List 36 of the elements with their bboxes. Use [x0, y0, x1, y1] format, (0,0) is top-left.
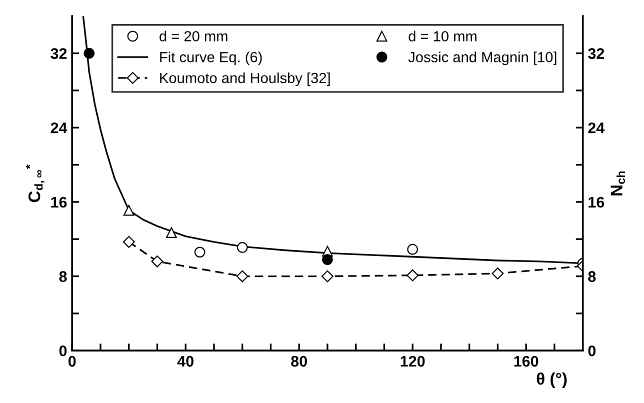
y2-tick-label: 8: [588, 271, 596, 282]
point: [122, 236, 135, 248]
point: [322, 270, 334, 282]
legend-label: d = 20 mm: [160, 30, 228, 42]
point: [407, 244, 418, 255]
x-tick-label: 40: [177, 356, 194, 367]
legend-label: d = 10 mm: [408, 30, 476, 42]
y-tick-label: 16: [51, 196, 67, 208]
point: [151, 255, 164, 268]
y-tick-label: 32: [50, 48, 67, 59]
point: [236, 242, 248, 253]
legend-label: Koumoto and Houlsby [32]: [160, 72, 330, 86]
point: [322, 254, 333, 265]
y2-axis-title: N$_{ch}$: [610, 171, 626, 196]
point: [236, 270, 248, 282]
y2-tick-label: 0: [588, 345, 596, 356]
x-tick-label: 120: [400, 356, 425, 367]
point: [123, 204, 134, 216]
x-tick-label: 160: [514, 356, 538, 367]
y-tick-label: 8: [59, 271, 67, 282]
point: [406, 269, 419, 282]
y-tick-label: 0: [59, 345, 67, 356]
point: [492, 268, 504, 280]
legend-label: Fit curve Eq. (6): [160, 52, 262, 66]
x-tick-label: 80: [291, 356, 307, 367]
y-axis-title: C$_{d,∞}$$^{*}$: [26, 164, 45, 202]
x-axis-title: θ (°): [536, 372, 567, 388]
x-tick-label: 0: [68, 356, 76, 367]
y2-tick-label: 32: [588, 48, 604, 59]
point: [194, 246, 206, 258]
legend-label: Jossic and Magnin [10]: [408, 52, 556, 66]
y-tick-label: 24: [50, 122, 68, 134]
y2-tick-label: 16: [588, 196, 604, 208]
point: [166, 227, 177, 238]
point: [84, 48, 95, 59]
y2-tick-label: 24: [588, 122, 605, 134]
